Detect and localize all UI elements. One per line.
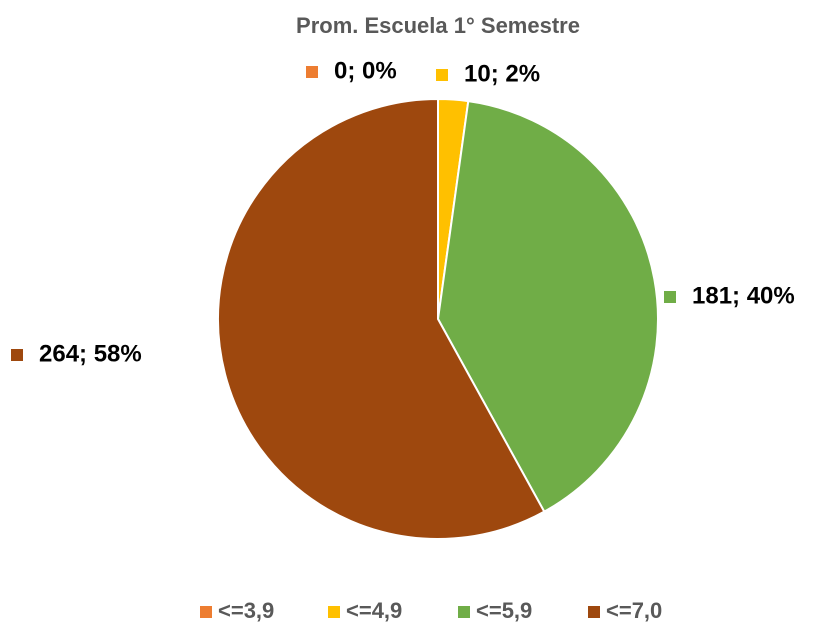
- data-label: 0; 0%: [334, 57, 397, 84]
- legend-marker: [588, 606, 600, 618]
- data-label-marker: [664, 291, 676, 303]
- data-label-marker: [11, 349, 23, 361]
- chart-title: Prom. Escuela 1° Semestre: [296, 13, 580, 38]
- legend-label: <=7,0: [606, 598, 662, 623]
- legend-label: <=5,9: [476, 598, 532, 623]
- data-label-marker: [306, 66, 318, 78]
- legend-marker: [200, 606, 212, 618]
- data-label-marker: [436, 69, 448, 81]
- legend-marker: [458, 606, 470, 618]
- legend-label: <=4,9: [346, 598, 402, 623]
- data-label: 264; 58%: [39, 340, 142, 367]
- legend-label: <=3,9: [218, 598, 274, 623]
- data-label: 181; 40%: [692, 282, 795, 309]
- legend-marker: [328, 606, 340, 618]
- pie-slice: [217, 97, 546, 540]
- pie-slice: [436, 99, 659, 514]
- data-label: 10; 2%: [464, 60, 540, 87]
